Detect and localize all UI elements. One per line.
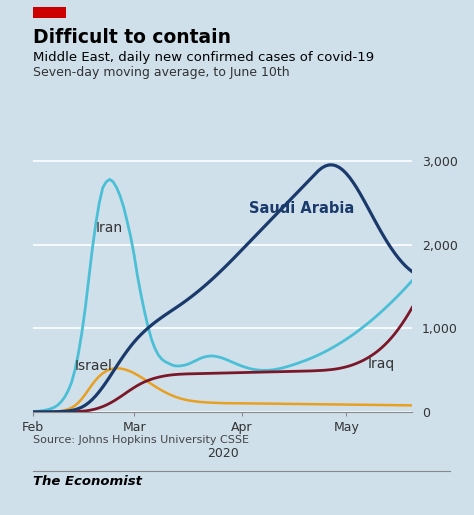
Text: The Economist: The Economist bbox=[33, 475, 142, 488]
Text: Difficult to contain: Difficult to contain bbox=[33, 28, 231, 47]
Text: Israel: Israel bbox=[75, 359, 113, 373]
Text: Source: Johns Hopkins University CSSE: Source: Johns Hopkins University CSSE bbox=[33, 435, 249, 445]
Text: Iraq: Iraq bbox=[367, 357, 394, 371]
Text: 2020: 2020 bbox=[207, 447, 238, 460]
Text: Iran: Iran bbox=[96, 221, 123, 235]
Text: Seven-day moving average, to June 10th: Seven-day moving average, to June 10th bbox=[33, 66, 290, 79]
Text: Saudi Arabia: Saudi Arabia bbox=[249, 201, 354, 216]
Text: Middle East, daily new confirmed cases of covid-19: Middle East, daily new confirmed cases o… bbox=[33, 52, 374, 64]
